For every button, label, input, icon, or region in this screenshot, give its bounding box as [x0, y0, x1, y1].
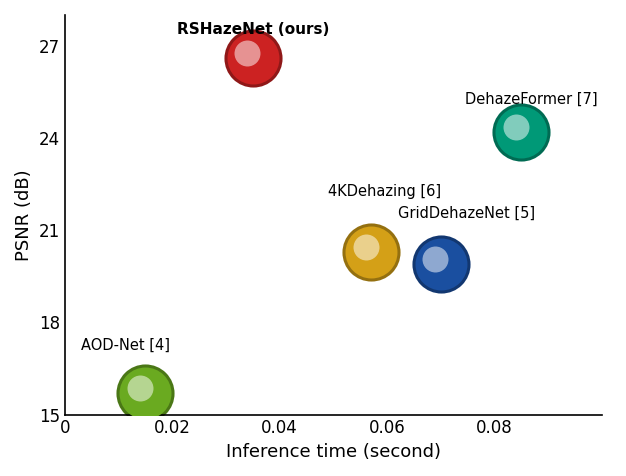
Text: RSHazeNet (ours): RSHazeNet (ours)	[177, 21, 329, 37]
Point	[366, 248, 376, 256]
Point	[436, 260, 446, 268]
Text: AOD-Net [4]: AOD-Net [4]	[81, 338, 170, 353]
Point	[436, 260, 446, 268]
Text: DehazeFormer [7]: DehazeFormer [7]	[465, 92, 598, 107]
X-axis label: Inference time (second): Inference time (second)	[226, 443, 441, 461]
Point	[242, 50, 252, 57]
Y-axis label: PSNR (dB): PSNR (dB)	[15, 169, 33, 260]
Point	[431, 256, 441, 263]
Text: 4KDehazing [6]: 4KDehazing [6]	[328, 184, 441, 199]
Point	[140, 389, 150, 397]
Point	[140, 389, 150, 397]
Point	[248, 54, 258, 62]
Point	[366, 248, 376, 256]
Point	[248, 54, 258, 62]
Point	[516, 128, 526, 136]
Point	[135, 385, 145, 392]
Point	[516, 128, 526, 136]
Point	[511, 123, 521, 131]
Text: GridDehazeNet [5]: GridDehazeNet [5]	[398, 206, 535, 221]
Point	[361, 243, 371, 251]
